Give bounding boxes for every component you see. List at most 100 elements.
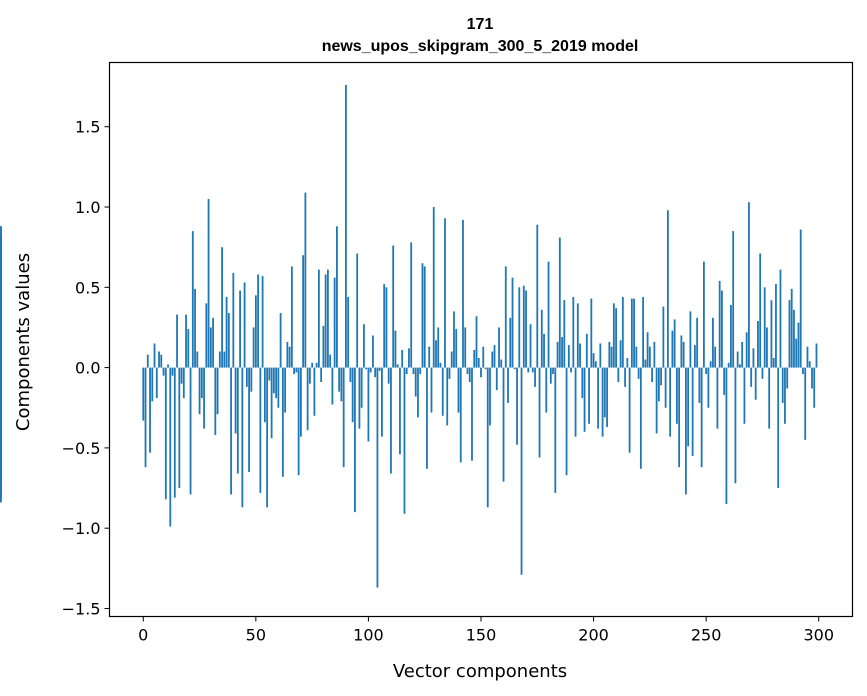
bar-276	[763, 287, 766, 368]
bar-252	[709, 361, 712, 368]
bar-294	[804, 367, 807, 440]
bar-268	[745, 332, 748, 368]
x-tick-label: 200	[578, 626, 609, 645]
bar-62	[281, 367, 284, 477]
bar-204	[601, 367, 604, 437]
bar-191	[572, 296, 575, 368]
bar-50	[254, 295, 257, 368]
bar-195	[581, 367, 584, 399]
x-axis-label: Vector components	[393, 661, 567, 682]
x-axis-ticks: 0 50 100 150 200 250 300	[138, 616, 834, 645]
bar-193	[576, 303, 579, 368]
bar-104	[376, 367, 379, 588]
bar-152	[484, 367, 487, 370]
bar-161	[504, 266, 507, 368]
bar-145	[468, 367, 471, 383]
bar-119	[410, 242, 413, 368]
bar-14	[173, 367, 176, 498]
bar-280	[772, 357, 775, 368]
bar-178	[543, 333, 545, 368]
bar-234	[669, 367, 672, 437]
bar-95	[356, 253, 359, 368]
bar-176	[538, 367, 541, 458]
bar-57	[270, 367, 273, 439]
bar-53	[261, 276, 264, 368]
bar-117	[405, 367, 408, 375]
bar-223	[644, 359, 647, 368]
bar-70	[299, 367, 302, 437]
bar-144	[466, 367, 469, 375]
bar-173	[531, 367, 534, 373]
bar-158	[498, 327, 500, 368]
bar-149	[477, 357, 480, 368]
bar-157	[495, 367, 498, 391]
bar-137	[450, 351, 453, 368]
bar-133	[441, 367, 444, 416]
bar-48	[250, 367, 253, 392]
bar-59	[275, 367, 278, 399]
bar-253	[712, 317, 714, 368]
bar-292	[799, 229, 802, 368]
bar-150	[480, 367, 482, 378]
bar-232	[664, 367, 667, 408]
x-tick-label: 50	[246, 626, 266, 645]
bar-188	[565, 367, 568, 476]
bar-21	[189, 367, 192, 495]
bar-109	[387, 367, 390, 384]
bar-282	[777, 367, 780, 489]
bar-182	[552, 367, 554, 375]
bar-187	[563, 300, 566, 368]
bar-219	[635, 346, 638, 368]
bar-243	[689, 311, 692, 368]
bar-211	[617, 367, 620, 383]
bar-169	[522, 285, 525, 368]
bar-200	[592, 353, 595, 368]
bar-20	[187, 329, 190, 368]
bar-131	[437, 327, 440, 368]
bar-86	[336, 226, 338, 368]
x-tick-label: 300	[803, 626, 834, 645]
bar-142	[462, 219, 464, 368]
bar-3	[149, 367, 151, 453]
bar-135	[446, 367, 449, 426]
bar-73	[306, 367, 309, 431]
bar-275	[761, 367, 764, 379]
bar-272	[754, 367, 757, 400]
bar-277	[766, 327, 768, 368]
bar-226	[651, 367, 654, 383]
bar-271	[752, 348, 755, 368]
bar-184	[556, 341, 559, 368]
bar-256	[718, 280, 721, 368]
bar-208	[610, 346, 613, 368]
bar-90	[345, 84, 347, 368]
bar-170	[525, 290, 527, 368]
y-tick-label: 0.5	[75, 278, 100, 297]
bar-undefined	[0, 367, 2, 421]
bar-75	[311, 362, 314, 368]
y-tick-label: 1.5	[75, 118, 100, 137]
x-tick-label: 100	[353, 626, 384, 645]
y-tick-label: −0.5	[62, 439, 101, 458]
bar-85	[333, 277, 336, 368]
bar-111	[392, 245, 395, 368]
bar-238	[678, 367, 681, 468]
bar-147	[473, 349, 476, 368]
bar-255	[716, 367, 719, 429]
bar-65	[288, 346, 291, 368]
bar-7	[158, 351, 160, 368]
bar-205	[603, 367, 606, 418]
bar-undefined	[0, 226, 2, 368]
bar-231	[662, 306, 665, 368]
bar-210	[615, 308, 617, 368]
bar-181	[549, 367, 552, 384]
x-tick-label: 150	[466, 626, 497, 645]
bar-289	[793, 309, 795, 368]
bar-171	[527, 367, 530, 373]
bar-67	[293, 367, 296, 375]
bar-229	[657, 367, 660, 402]
y-tick-label: 1.0	[75, 198, 100, 217]
bar-250	[705, 367, 708, 375]
bar-186	[561, 337, 563, 368]
bar-146	[471, 367, 473, 461]
